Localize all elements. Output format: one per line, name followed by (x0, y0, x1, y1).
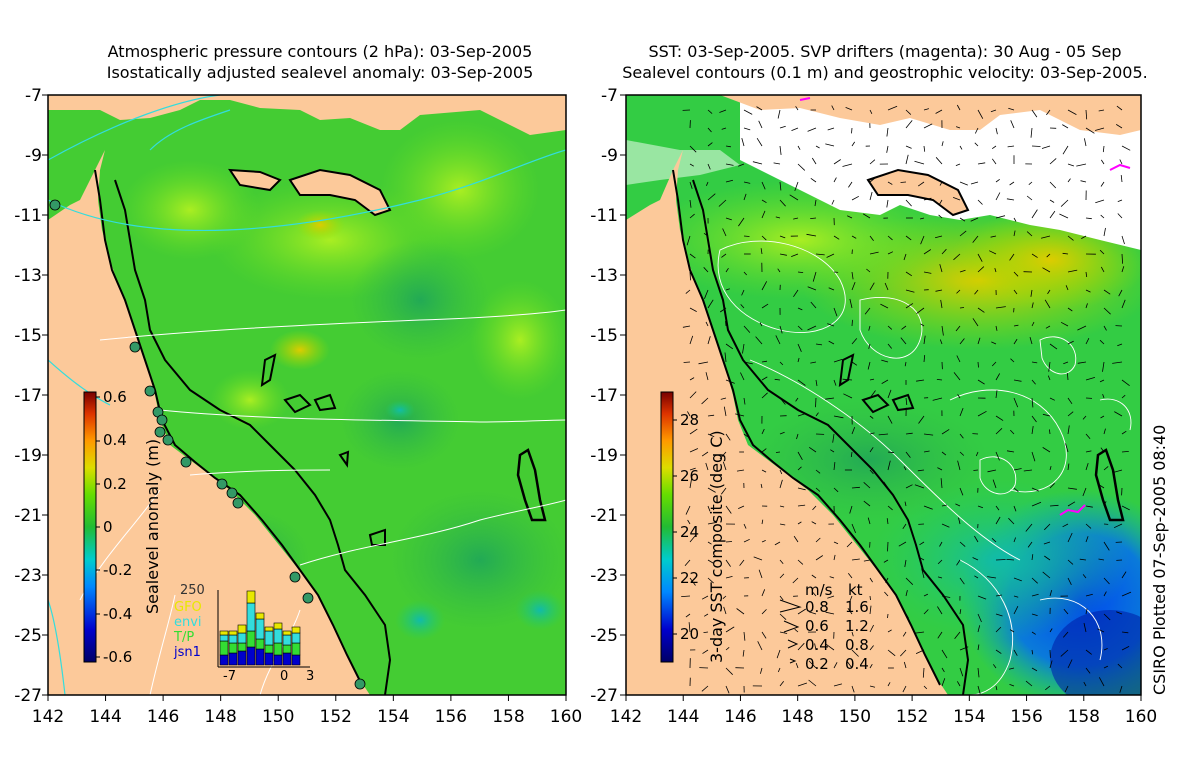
sst-colorbar-tick: 28 (680, 411, 700, 429)
y-tick-left: -9 (25, 146, 42, 166)
y-tick-right: -17 (590, 386, 618, 406)
sealevel-colorbar-label: Sealevel anomaly (m) (143, 438, 162, 614)
x-tick-right: 144 (666, 707, 700, 727)
x-tick-right: 146 (724, 707, 757, 727)
y-tick-right: -7 (601, 86, 618, 106)
left-title-line2: Isostatically adjusted sealevel anomaly:… (106, 63, 534, 82)
right-title-line1: SST: 03-Sep-2005. SVP drifters (magenta)… (648, 42, 1122, 61)
satellite-legend-tp: T/P (174, 630, 195, 645)
y-tick-left: -19 (14, 446, 42, 466)
x-tick-right: 158 (1067, 707, 1100, 727)
velocity-legend-ms: 0.8 (805, 598, 829, 616)
sst-colorbar-label: 3-day SST composite (deg C) (707, 430, 726, 663)
x-tick-left: 144 (89, 707, 122, 727)
y-tick-left: -25 (14, 626, 42, 646)
x-tick-left: 152 (319, 707, 352, 727)
right-title-line2: Sealevel contours (0.1 m) and geostrophi… (622, 63, 1148, 82)
satellite-histogram (217, 590, 310, 668)
velocity-legend-kt: 0.8 (845, 636, 869, 654)
histogram-tick-zero: 0 (280, 669, 289, 684)
x-tick-right: 148 (781, 707, 814, 727)
histogram-tick-min: -7 (223, 669, 236, 684)
velocity-legend-kt: 0.4 (845, 655, 869, 673)
sst-colorbar-tick: 24 (680, 523, 700, 541)
velocity-legend-header-kt: kt (848, 581, 863, 599)
y-tick-left: -21 (14, 506, 42, 526)
y-tick-right: -27 (590, 686, 618, 706)
x-tick-right: 156 (1010, 707, 1043, 727)
y-tick-left: -11 (14, 206, 42, 226)
sst-colorbar-tick: 26 (680, 467, 700, 485)
y-tick-right: -9 (601, 146, 618, 166)
plot-credit: CSIRO Plotted 07-Sep-2005 08:40 (1150, 424, 1169, 695)
sealevel-colorbar (83, 391, 97, 663)
histogram-max-label: 250 (180, 583, 205, 598)
sealevel-colorbar-tick: 0.2 (103, 474, 127, 493)
sst-map (626, 95, 1141, 695)
x-tick-right: 152 (895, 707, 929, 727)
x-tick-right: 142 (609, 707, 643, 727)
velocity-legend-arrows (779, 599, 802, 664)
x-tick-left: 154 (377, 707, 410, 727)
velocity-legend-kt: 1.2 (845, 617, 869, 635)
sealevel-colorbar-tick: -0.6 (103, 647, 133, 666)
sst-colorbar (660, 391, 674, 663)
sealevel-colorbar-tick: -0.2 (103, 561, 133, 580)
y-tick-left: -13 (14, 266, 42, 286)
satellite-legend-jsn1: jsn1 (174, 645, 201, 660)
y-tick-right: -11 (590, 206, 618, 226)
velocity-legend-ms: 0.6 (805, 617, 829, 635)
x-tick-right: 154 (953, 707, 986, 727)
y-tick-left: -7 (25, 86, 42, 106)
y-tick-left: -15 (14, 326, 42, 346)
velocity-legend-header-ms: m/s (805, 581, 833, 599)
sst-colorbar-tick: 22 (680, 569, 700, 587)
x-tick-right: 160 (1124, 707, 1158, 727)
x-tick-left: 142 (31, 707, 65, 727)
velocity-legend-kt: 1.6 (845, 598, 869, 616)
sst-colorbar-tick: 20 (680, 625, 700, 643)
x-tick-left: 158 (492, 707, 525, 727)
x-tick-left: 156 (434, 707, 468, 727)
velocity-legend-ms: 0.4 (805, 636, 829, 654)
y-tick-right: -19 (590, 446, 618, 466)
satellite-legend-gfo: GFO (174, 600, 202, 615)
histogram-tick-max: 3 (306, 669, 315, 684)
y-tick-right: -21 (590, 506, 618, 526)
y-tick-right: -15 (590, 326, 618, 346)
velocity-legend-ms: 0.2 (805, 655, 829, 673)
left-title-line1: Atmospheric pressure contours (2 hPa): 0… (107, 42, 533, 61)
sealevel-colorbar-tick: 0.6 (103, 388, 127, 406)
y-tick-right: -25 (590, 626, 618, 646)
sealevel-colorbar-tick: -0.4 (103, 604, 133, 623)
sealevel-colorbar-tick: 0.4 (103, 431, 127, 450)
y-tick-left: -27 (14, 686, 42, 706)
x-tick-left: 146 (146, 707, 180, 727)
sealevel-anomaly-map (48, 95, 566, 695)
sealevel-colorbar-tick: 0 (103, 517, 113, 536)
y-tick-right: -23 (590, 566, 618, 586)
y-tick-right: -13 (590, 266, 618, 286)
y-tick-left: -23 (14, 566, 42, 586)
x-tick-left: 160 (549, 707, 583, 727)
x-tick-left: 150 (261, 707, 295, 727)
y-tick-left: -17 (14, 386, 42, 406)
satellite-legend-envi: envi (174, 615, 202, 630)
x-tick-left: 148 (204, 707, 237, 727)
x-tick-right: 150 (838, 707, 872, 727)
